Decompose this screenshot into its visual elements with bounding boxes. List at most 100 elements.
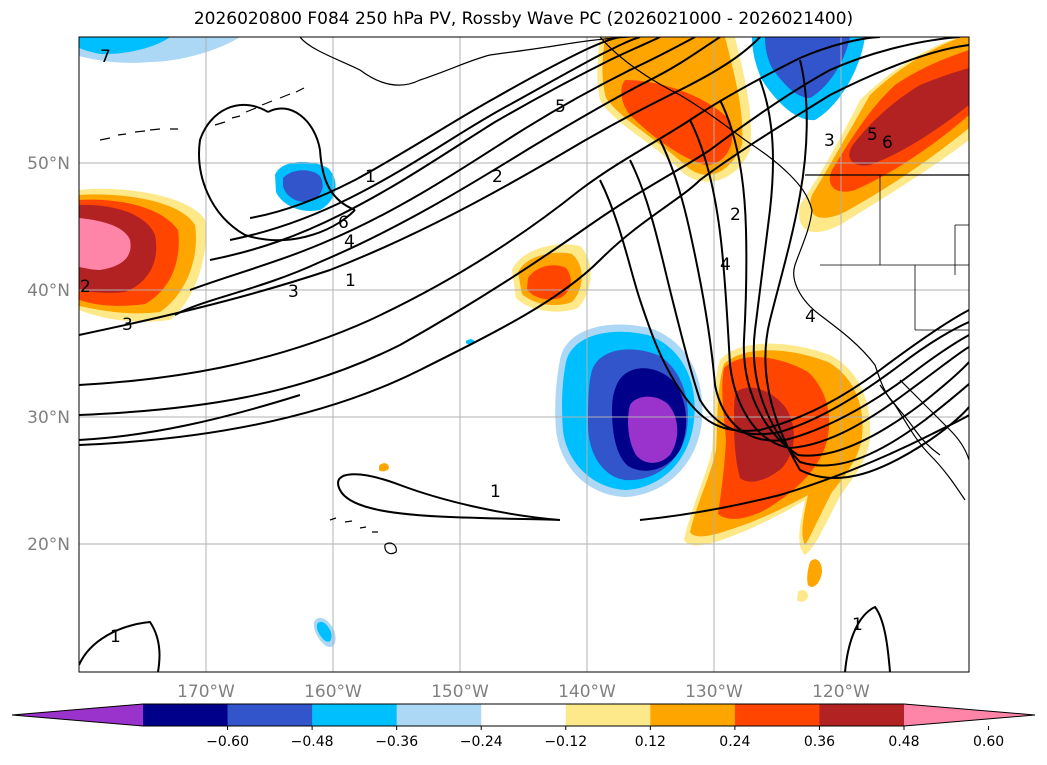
colorbar-segment [227,704,313,726]
gridlines [79,37,969,672]
positive-anomaly-tiny [379,463,389,472]
colorbar-tick-label: 0.60 [973,734,1004,750]
contour-line [629,159,969,436]
state-borders [820,175,969,331]
contour-label: 2 [730,205,741,225]
colorbar-segment [396,704,482,726]
colorbar-tick-label: 0.48 [888,734,919,750]
positive-anomaly-small-south [807,559,822,587]
us-west-coast [793,209,896,406]
alaska-coast [299,37,631,86]
contour-label: 1 [110,627,121,647]
lon-label-150w: 150°W [431,682,489,702]
colorbar-tick-label: 0.24 [719,734,750,750]
lon-label-130w: 130°W [685,682,743,702]
colorbar-segment [481,704,567,726]
contour-line [229,37,641,241]
contour-line [337,473,561,521]
contour-label: 4 [805,307,816,327]
contour-label: 4 [344,232,355,252]
colorbar-tick-label: −0.48 [291,734,334,750]
colorbar-segment [143,704,229,726]
mexico-coast [899,379,969,461]
positive-anomaly-mid-pacific-red [527,265,571,300]
contour-label: 1 [852,615,863,635]
contour-label: 5 [867,125,878,145]
contour-label: 1 [365,167,376,187]
contour-label: 1 [345,271,356,291]
contour-line [267,107,356,211]
colorbar-tick-label: 0.36 [804,734,835,750]
contour-label: 2 [80,277,91,297]
map-title: 2026020800 F084 250 hPa PV, Rossby Wave … [193,9,854,29]
contour-line [209,37,661,261]
contour-label: 1 [490,482,501,502]
bc-coast [599,37,813,211]
gulf-of-california [879,384,941,456]
negative-anomaly-hawaii-core [316,621,332,642]
contour-line [659,139,969,442]
positive-anomaly-small-south-2 [797,589,808,602]
contour-label: 5 [555,97,566,117]
contour-label: 6 [882,133,893,153]
contour-line [79,37,961,416]
lon-label-160w: 160°W [304,682,362,702]
lat-tick-labels: 50°N 40°N 30°N 20°N [27,154,70,555]
lon-label-140w: 140°W [558,682,616,702]
negative-anomaly-small-blob-core [283,170,323,203]
contour-label: 7 [100,47,111,67]
negative-anomaly-trough-core [628,396,678,463]
colorbar-outline [11,703,1036,727]
aleutian-islands [214,87,305,126]
contour-lines [79,37,969,672]
contour-line [79,37,881,386]
lat-label-20n: 20°N [27,535,70,555]
contour-label: 2 [492,167,503,187]
contour-line [249,37,621,219]
contour-line [639,414,969,521]
positive-anomaly-west-pink [79,218,131,270]
aleutian-islands-west [99,128,178,141]
contour-label: 4 [720,255,731,275]
contour-line [752,79,969,467]
contour-line [764,59,969,479]
negative-anomaly-nw-core [79,37,170,55]
hawaii-islands [329,517,397,555]
lon-label-120w: 120°W [812,682,870,702]
colorbar-segment [819,704,905,726]
lat-label-40n: 40°N [27,281,70,301]
positive-anomaly-ne-band-darkred [849,68,969,166]
contour-label: 3 [288,282,299,302]
contour-label: 3 [122,315,133,335]
contour-line [79,37,761,336]
colorbar-extend-high [904,704,1035,726]
contour-line [174,37,721,316]
colorbar-tick-label: −0.60 [206,734,249,750]
contour-line [79,394,301,441]
contour-line [719,99,969,457]
lat-label-30n: 30°N [27,408,70,428]
colorbar-tick-label: −0.36 [375,734,418,750]
positive-anomaly-gulf-of-alaska-red [621,80,733,165]
colorbar-segment [734,704,820,726]
contour-line [79,620,161,672]
map-frame [78,36,970,673]
contour-label: 3 [824,131,835,151]
colorbar-segment [650,704,736,726]
colorbar-tick-label: −0.12 [544,734,587,750]
contour-line [79,44,969,446]
colorbar: −0.60 −0.48 −0.36 −0.24 −0.12 0.12 0.24 0.36 0.4… [11,703,1036,750]
baja-peninsula [894,404,966,501]
contour-line [198,103,356,242]
colorbar-tick-label: 0.12 [635,734,666,750]
colorbar-segment [565,704,651,726]
coastlines [99,37,969,555]
colorbar-extend-low [12,704,143,726]
lon-label-170w: 170°W [177,682,235,702]
negative-anomaly-ne-core [765,37,850,98]
lat-label-50n: 50°N [27,154,70,174]
colorbar-tick-label: −0.24 [460,734,503,750]
colorbar-segment [312,704,398,726]
contour-line [844,605,891,672]
